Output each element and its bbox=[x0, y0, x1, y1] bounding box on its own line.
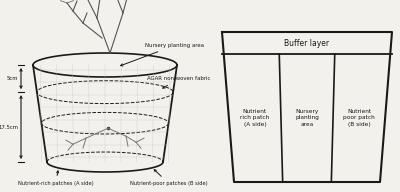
Text: AGAR non woven fabric: AGAR non woven fabric bbox=[147, 76, 210, 88]
Text: Nursery
planting
area: Nursery planting area bbox=[295, 109, 319, 127]
Text: 5cm: 5cm bbox=[6, 76, 18, 81]
Text: Nursery planting area: Nursery planting area bbox=[121, 43, 204, 66]
Text: Nutrient-poor patches (B side): Nutrient-poor patches (B side) bbox=[130, 170, 208, 186]
Text: Nutrient-rich patches (A side): Nutrient-rich patches (A side) bbox=[18, 171, 94, 186]
Text: 17.5cm: 17.5cm bbox=[0, 125, 18, 130]
Text: Nutrient
rich patch
(A side): Nutrient rich patch (A side) bbox=[240, 109, 270, 127]
Text: Buffer layer: Buffer layer bbox=[284, 39, 330, 47]
Text: Nutrient
poor patch
(B side): Nutrient poor patch (B side) bbox=[343, 109, 375, 127]
